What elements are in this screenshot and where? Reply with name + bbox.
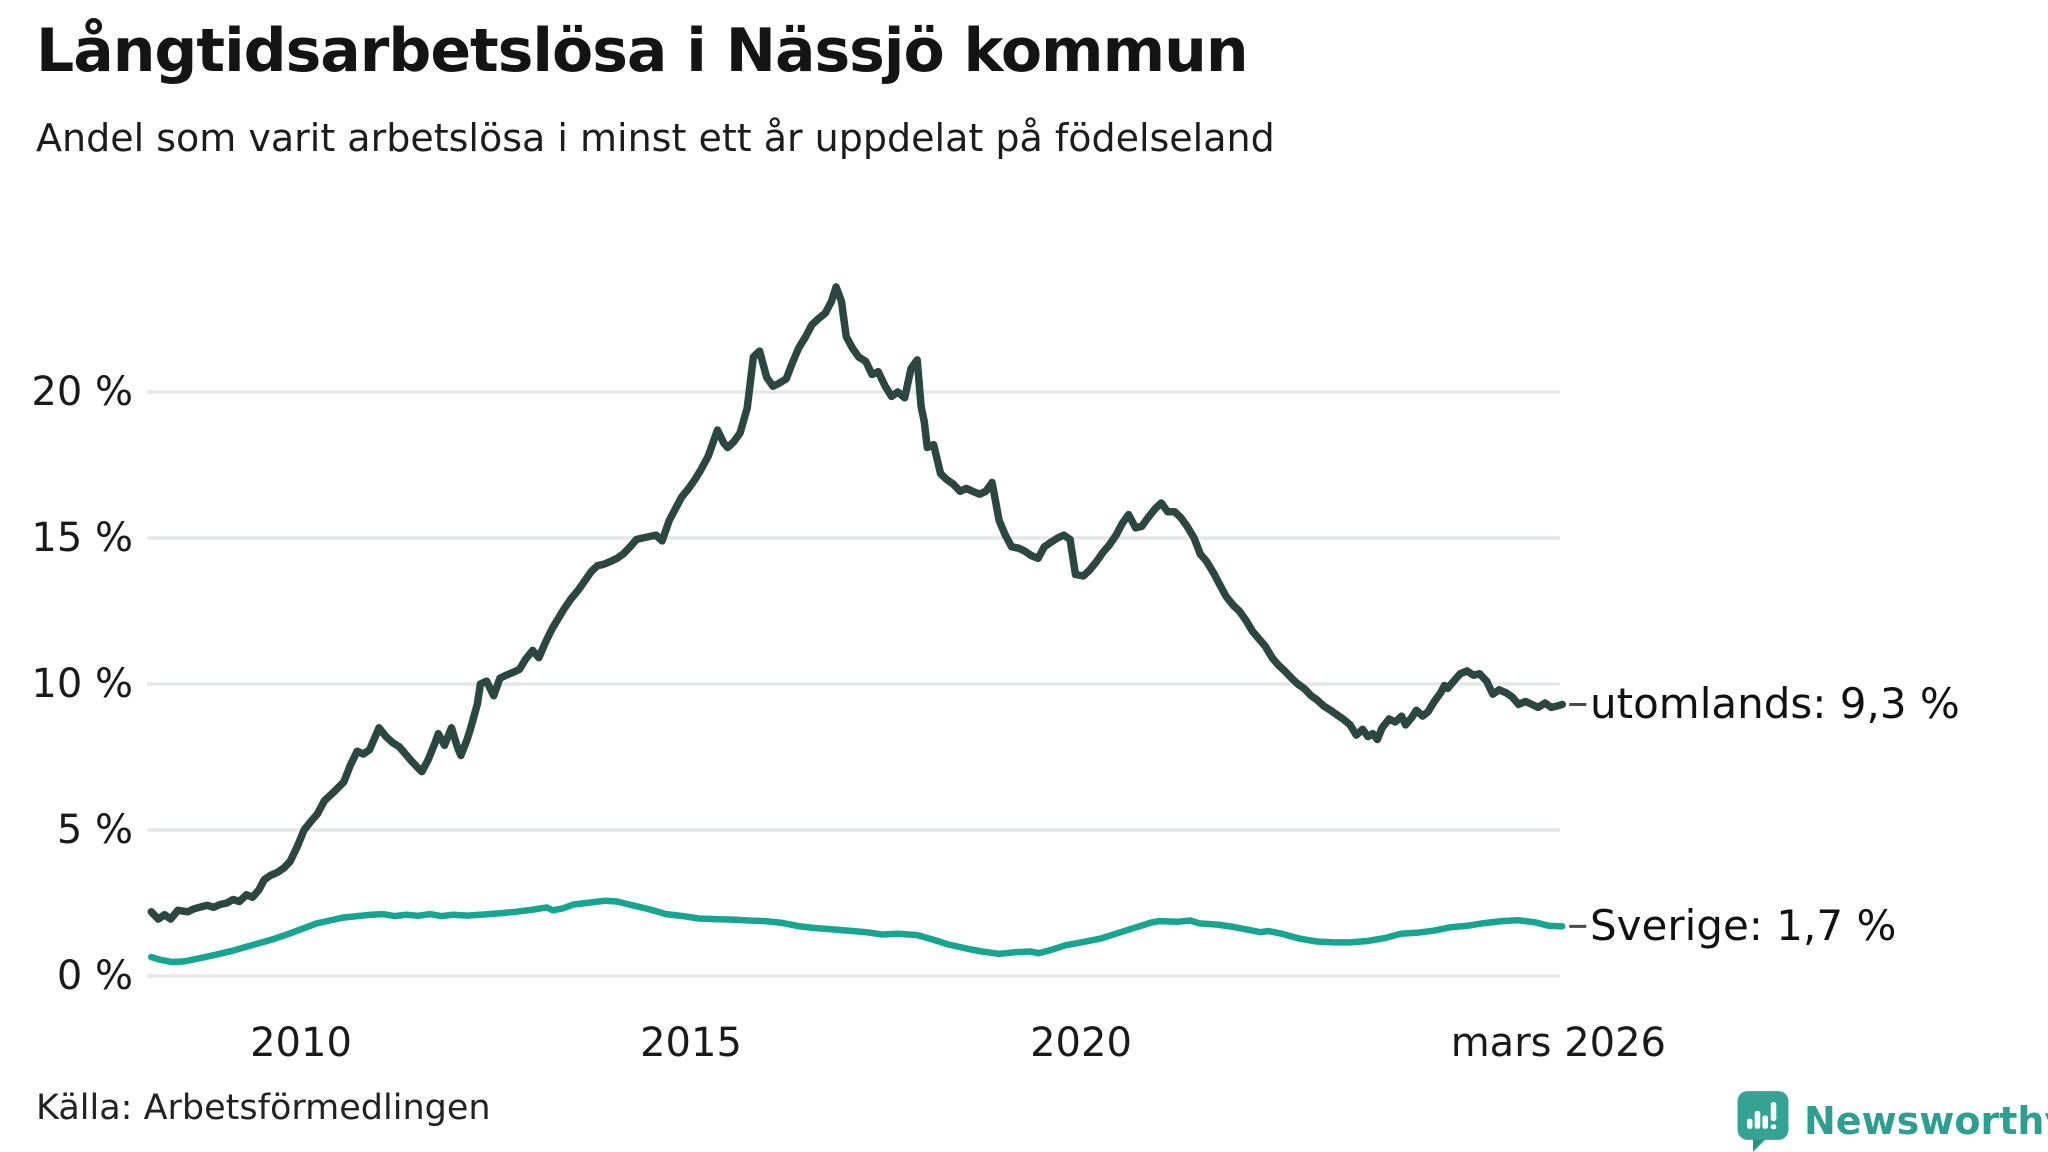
series-line-sverige bbox=[147, 897, 1566, 966]
y-tick-label: 20 % bbox=[31, 369, 133, 415]
series-label-sverige: Sverige: 1,7 % bbox=[1590, 901, 1897, 951]
x-tick-label: 2020 bbox=[1030, 1020, 1132, 1066]
y-tick-label: 10 % bbox=[31, 661, 133, 707]
newsworthy-icon bbox=[1737, 1091, 1789, 1152]
y-tick-label: 0 % bbox=[56, 953, 133, 999]
x-tick-label: mars 2026 bbox=[1450, 1020, 1666, 1066]
y-tick-label: 15 % bbox=[31, 515, 133, 561]
x-tick-label: 2015 bbox=[640, 1020, 742, 1066]
series-line-utomlands bbox=[147, 283, 1567, 923]
brand-wordmark: Newsworthy bbox=[1804, 1099, 2048, 1143]
x-tick-label: 2010 bbox=[250, 1020, 352, 1066]
chart-subtitle: Andel som varit arbetslösa i minst ett å… bbox=[36, 116, 1275, 160]
chart-title: Långtidsarbetslösa i Nässjö kommun bbox=[36, 16, 1249, 86]
series-label-utomlands: utomlands: 9,3 % bbox=[1590, 679, 1960, 729]
y-tick-label: 5 % bbox=[56, 807, 133, 853]
brand-logo: Newsworthy bbox=[1736, 1090, 2048, 1152]
source-note: Källa: Arbetsförmedlingen bbox=[36, 1088, 491, 1128]
